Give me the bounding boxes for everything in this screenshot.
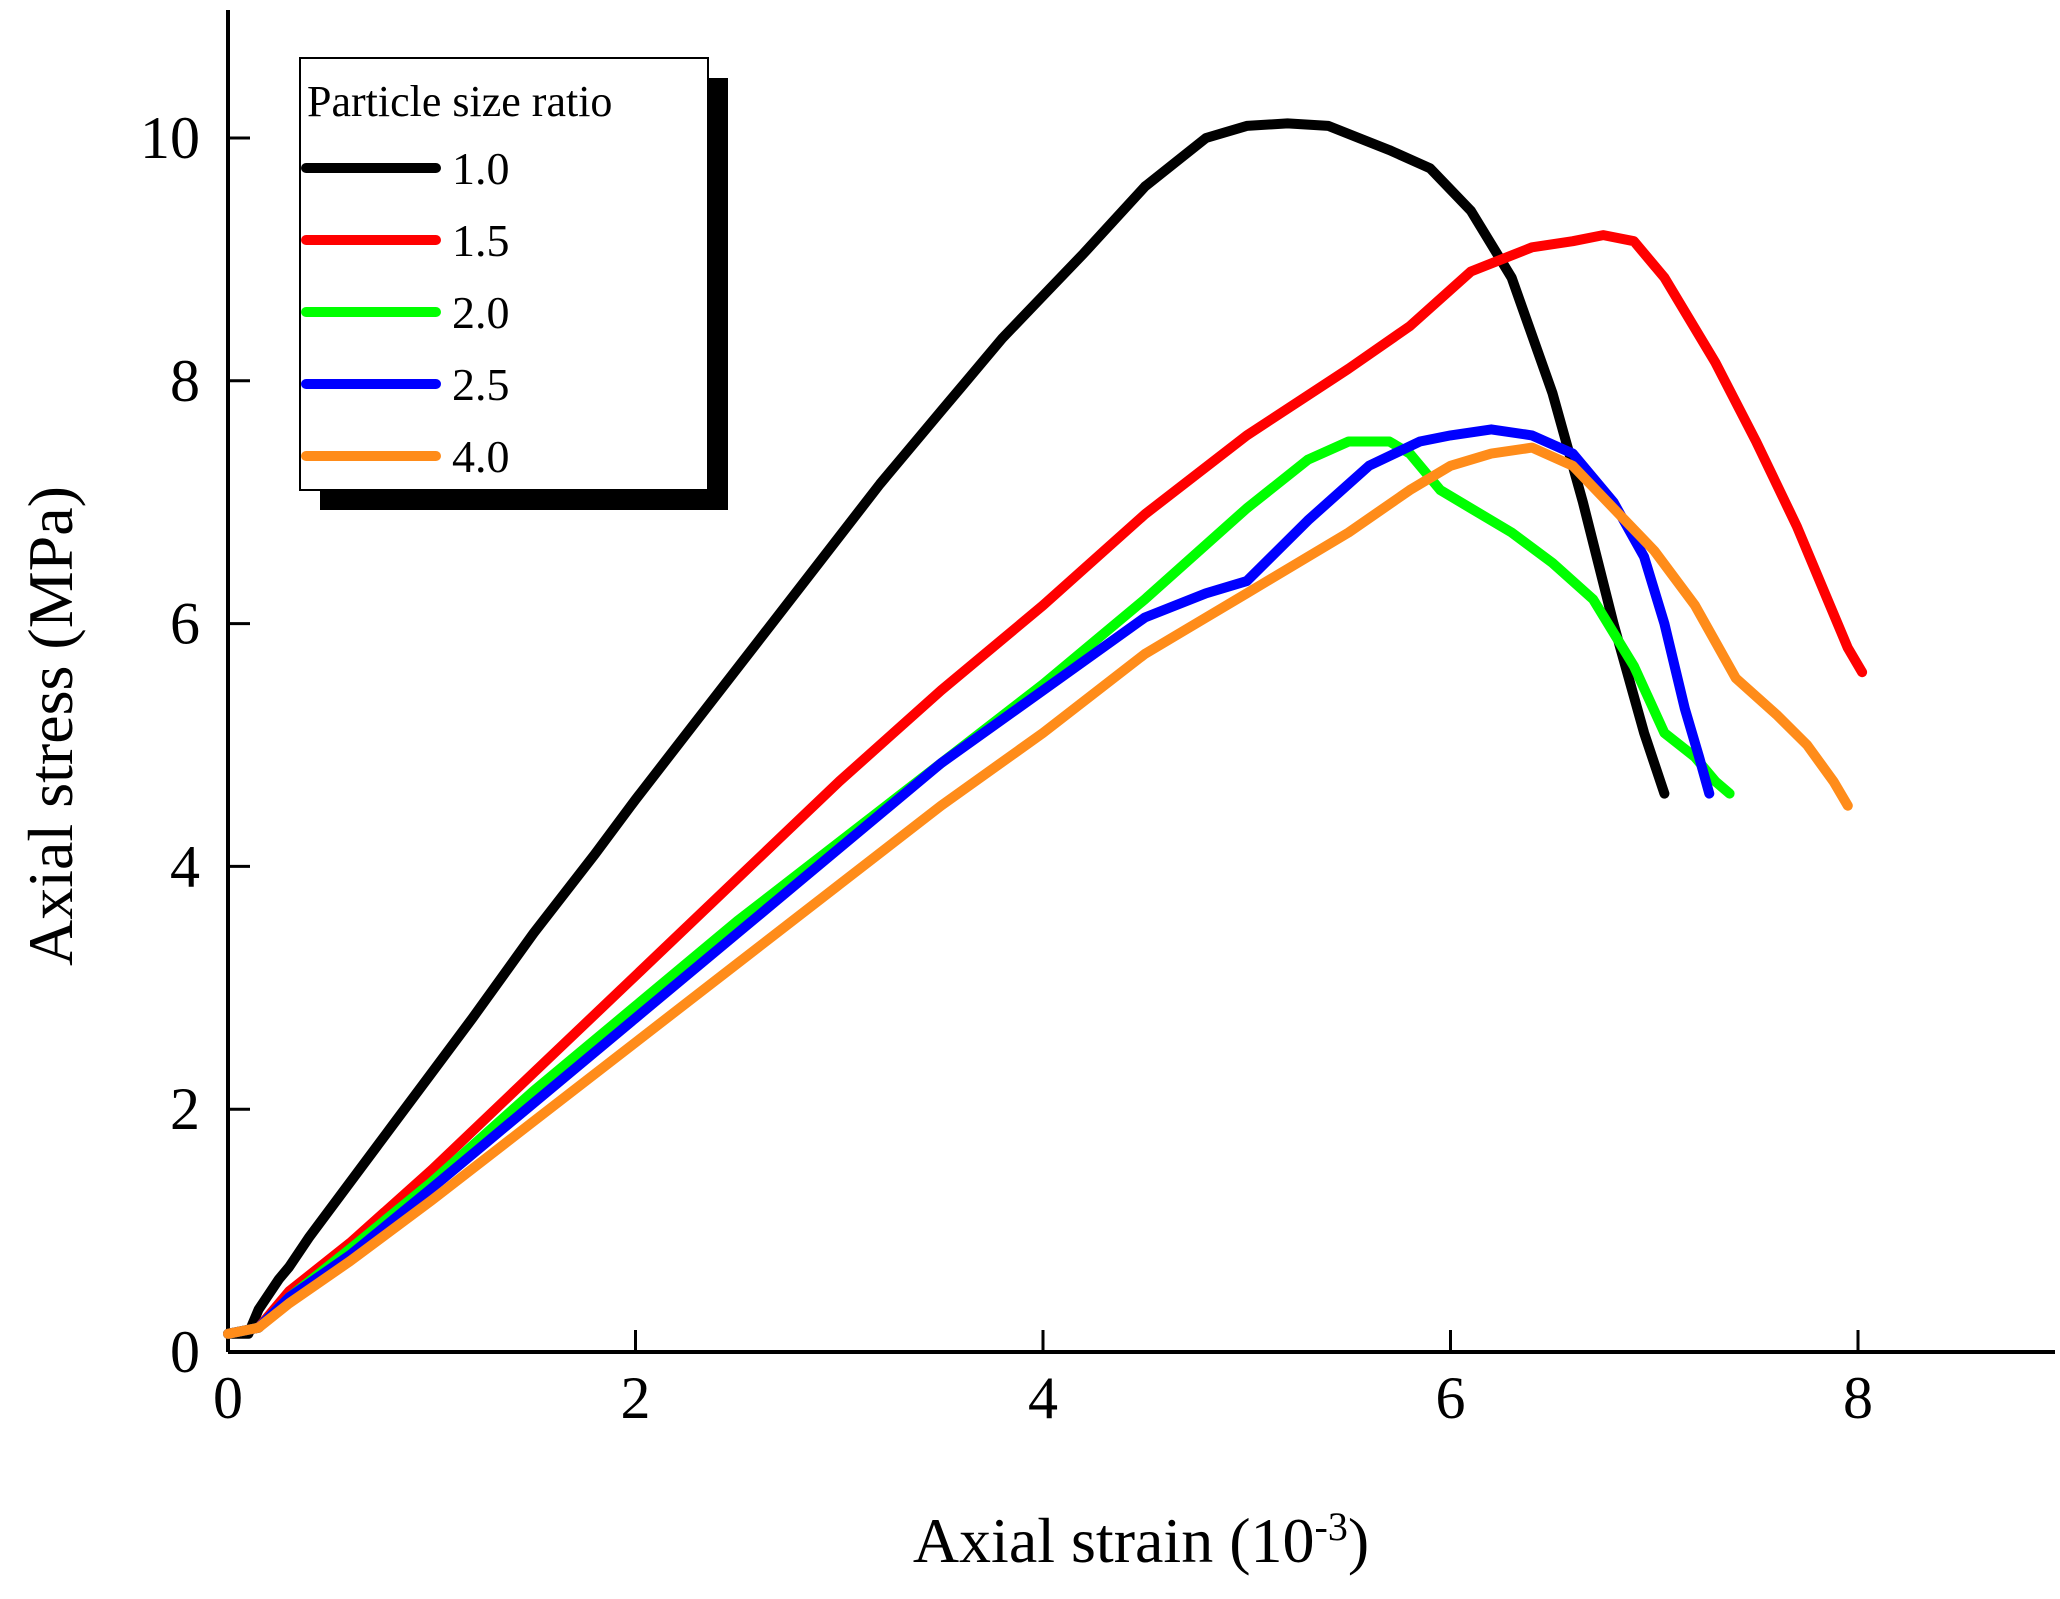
x-tick-label: 6 [1436,1365,1466,1431]
series-line-2-5 [223,424,1715,1339]
series-line-2-0 [223,436,1735,1339]
legend-label: 1.0 [452,143,510,194]
legend-box [299,57,709,491]
legend: Particle size ratio 1.0 1.5 2.0 2.5 4.0 [299,57,728,510]
y-axis-title: Axial stress (MPa) [15,486,86,966]
x-axis-title-sup: -3 [1315,1504,1348,1549]
ticks: 0 2 4 6 8 0 2 4 6 8 10 [140,105,1873,1431]
y-tick-label: 0 [170,1319,200,1385]
x-axis-title-text: Axial strain (10 [913,1505,1315,1576]
y-tick-label: 2 [170,1076,200,1142]
legend-title: Particle size ratio [307,77,612,126]
x-tick-label: 8 [1843,1365,1873,1431]
x-tick-label: 0 [213,1365,243,1431]
y-tick-label: 6 [170,591,200,657]
y-tick-label: 10 [140,105,200,171]
series-lines [223,118,1868,1339]
x-axis-title: Axial strain (10-3) [913,1504,1369,1577]
y-tick-label: 4 [170,833,200,899]
x-axis-title-close: ) [1348,1505,1369,1576]
y-tick-label: 8 [170,348,200,414]
legend-label: 4.0 [452,431,510,482]
x-tick-label: 2 [621,1365,651,1431]
series-line-4-0 [223,442,1853,1339]
legend-label: 2.0 [452,287,510,338]
legend-label: 2.5 [452,359,510,410]
legend-label: 1.5 [452,215,510,266]
series-line-1-5 [223,230,1868,1339]
series-line-1-0 [223,118,1670,1339]
x-tick-label: 4 [1028,1365,1058,1431]
legend-items: 1.0 1.5 2.0 2.5 4.0 [301,143,510,482]
axes [226,10,2055,1354]
